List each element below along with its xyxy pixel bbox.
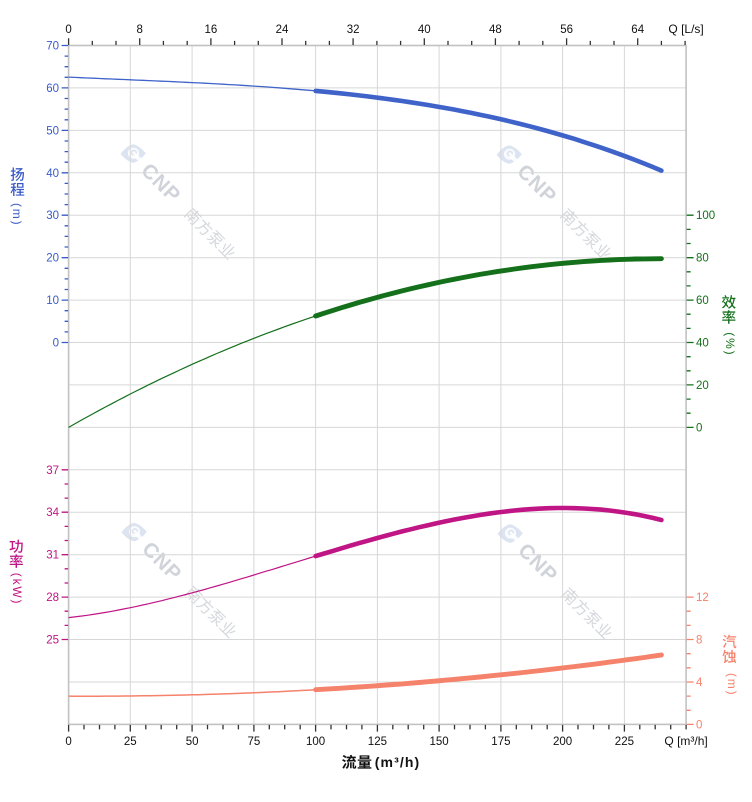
svg-text:100: 100 (696, 210, 715, 222)
svg-text:12: 12 (696, 592, 709, 604)
svg-text:0: 0 (696, 422, 702, 434)
svg-text:50: 50 (46, 125, 59, 137)
svg-text:75: 75 (248, 736, 261, 748)
svg-text:(kW): (kW) (10, 573, 24, 606)
svg-text:0: 0 (696, 719, 702, 731)
svg-text:50: 50 (186, 736, 199, 748)
svg-text:150: 150 (430, 736, 449, 748)
svg-text:40: 40 (46, 168, 59, 180)
svg-text:20: 20 (696, 380, 709, 392)
svg-text:Q [L/s]: Q [L/s] (668, 22, 703, 36)
svg-text:60: 60 (696, 295, 709, 307)
svg-text:31: 31 (46, 550, 59, 562)
svg-text:60: 60 (46, 83, 59, 95)
svg-text:(%): (%) (723, 332, 737, 356)
svg-text:34: 34 (46, 507, 59, 519)
svg-text:10: 10 (46, 295, 59, 307)
svg-text:(m): (m) (10, 203, 24, 226)
svg-text:125: 125 (368, 736, 387, 748)
svg-text:0: 0 (65, 24, 71, 36)
svg-text:56: 56 (560, 24, 573, 36)
svg-text:70: 70 (46, 41, 59, 53)
svg-text:40: 40 (418, 24, 431, 36)
svg-text:20: 20 (46, 253, 59, 265)
svg-text:80: 80 (696, 253, 709, 265)
svg-text:64: 64 (631, 24, 644, 36)
svg-text:37: 37 (46, 465, 59, 477)
svg-text:8: 8 (136, 24, 142, 36)
svg-text:40: 40 (696, 338, 709, 350)
svg-text:32: 32 (347, 24, 360, 36)
svg-text:100: 100 (306, 736, 325, 748)
svg-text:0: 0 (53, 338, 59, 350)
svg-text:48: 48 (489, 24, 502, 36)
svg-text:200: 200 (553, 736, 572, 748)
svg-text:(m³/h): (m³/h) (375, 754, 420, 770)
svg-text:28: 28 (46, 592, 59, 604)
svg-text:0: 0 (65, 736, 71, 748)
svg-text:225: 225 (615, 736, 634, 748)
svg-text:175: 175 (491, 736, 510, 748)
svg-text:4: 4 (696, 677, 703, 689)
svg-text:16: 16 (205, 24, 218, 36)
svg-text:25: 25 (46, 635, 59, 647)
svg-text:30: 30 (46, 210, 59, 222)
svg-text:25: 25 (124, 736, 137, 748)
svg-text:8: 8 (696, 635, 702, 647)
svg-text:(m): (m) (725, 673, 739, 696)
svg-text:24: 24 (276, 24, 289, 36)
svg-text:Q [m³/h]: Q [m³/h] (664, 734, 707, 748)
